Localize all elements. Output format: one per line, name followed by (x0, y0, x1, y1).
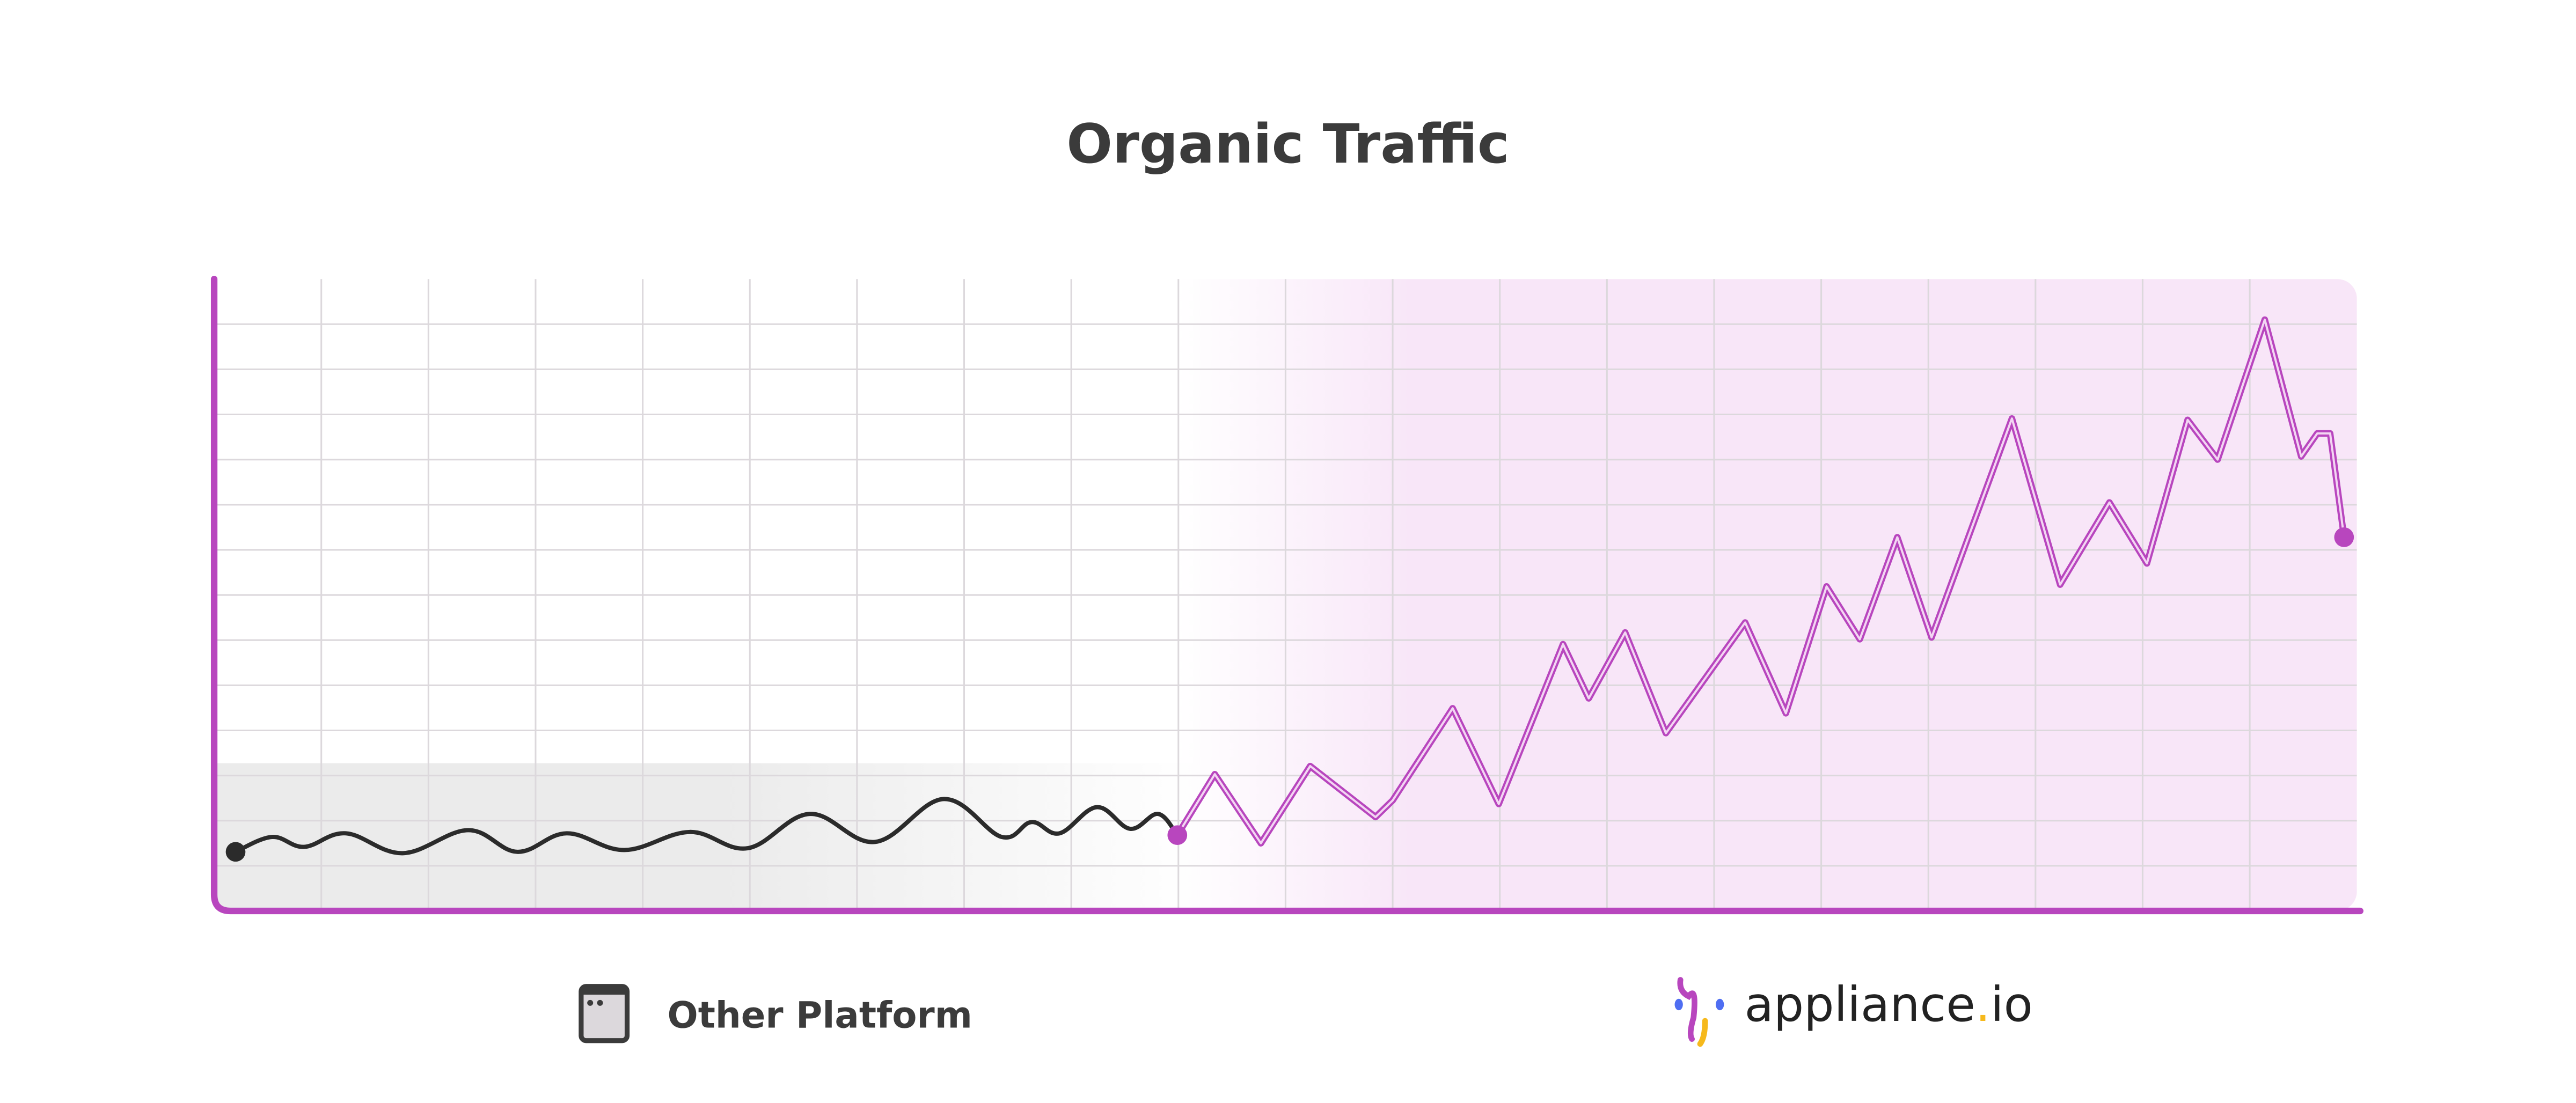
legend-label-other-platform: Other Platform (667, 994, 972, 1036)
series-start-point-appliance-io (1167, 825, 1188, 845)
browser-window-icon (579, 984, 630, 1043)
series-end-point-appliance-io (2334, 527, 2354, 547)
series-line-other-platform (233, 797, 1180, 856)
chart-title: Organic Traffic (1066, 112, 1510, 175)
series-line-inner-appliance-io (1176, 318, 2345, 844)
series-start-point-other-platform (225, 842, 246, 862)
grid (214, 279, 2357, 911)
appliance-logo-icon (1674, 977, 1724, 1047)
legend-item-appliance: appliance.io (1674, 977, 2033, 1047)
legend-item-other-platform: Other Platform (579, 984, 972, 1043)
axes (210, 276, 2363, 915)
series-lines (225, 316, 2354, 862)
brand-name: appliance.io (1745, 977, 2033, 1032)
